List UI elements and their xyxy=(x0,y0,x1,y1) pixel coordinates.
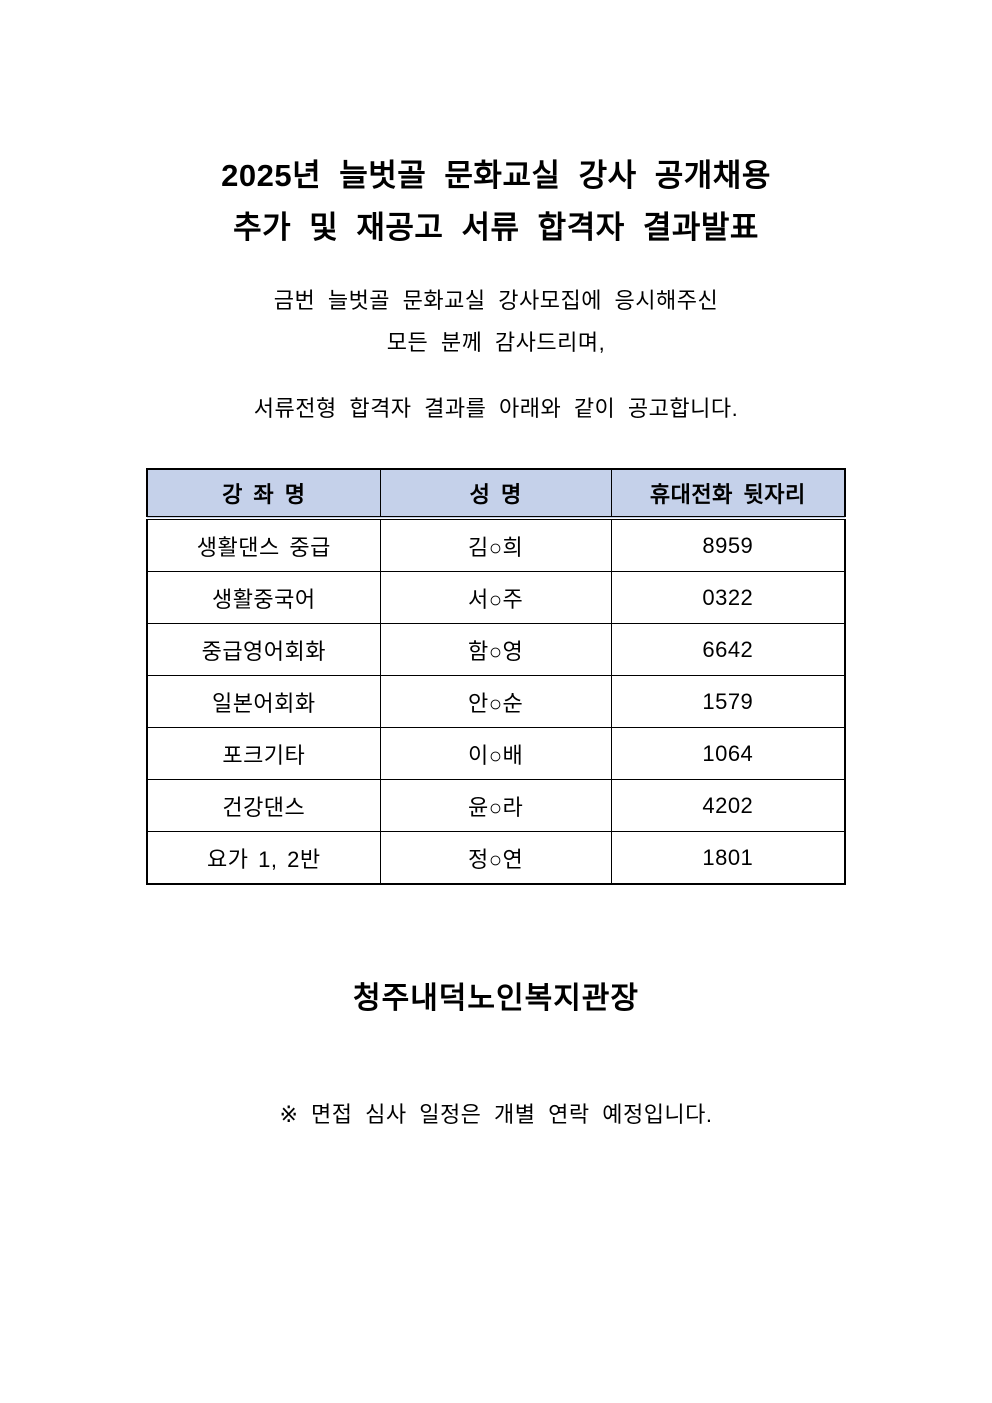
course-cell: 중급영어회화 xyxy=(146,623,381,676)
phone-cell: 8959 xyxy=(610,517,846,572)
table-row: 요가 1, 2반 정○연 1801 xyxy=(146,831,846,885)
course-cell: 일본어회화 xyxy=(146,675,381,728)
table-header-row: 강 좌 명 성 명 휴대전화 뒷자리 xyxy=(146,468,846,520)
table-row: 중급영어회화 함○영 6642 xyxy=(146,623,846,676)
intro-line-3: 서류전형 합격자 결과를 아래와 같이 공고합니다. xyxy=(253,396,739,421)
results-table: 강 좌 명 성 명 휴대전화 뒷자리 생활댄스 중급 김○희 8959 생활중국… xyxy=(146,468,846,885)
footnote-note: ※ 면접 심사 일정은 개별 연락 예정입니다. xyxy=(279,1102,713,1127)
table-row: 포크기타 이○배 1064 xyxy=(146,727,846,780)
column-header-phone: 휴대전화 뒷자리 xyxy=(610,468,846,520)
phone-cell: 1064 xyxy=(610,727,846,780)
intro-line-2: 모든 분께 감사드리며, xyxy=(386,330,606,355)
name-cell: 서○주 xyxy=(379,571,612,624)
phone-cell: 0322 xyxy=(610,571,846,624)
phone-cell: 4202 xyxy=(610,779,846,832)
phone-cell: 1579 xyxy=(610,675,846,728)
phone-cell: 1801 xyxy=(610,831,846,885)
issuer-signature: 청주내덕노인복지관장 xyxy=(353,982,639,1015)
column-header-name: 성 명 xyxy=(379,468,612,520)
name-cell: 윤○라 xyxy=(379,779,612,832)
course-cell: 포크기타 xyxy=(146,727,381,780)
column-header-course: 강 좌 명 xyxy=(146,468,381,520)
name-cell: 김○희 xyxy=(379,517,612,572)
title-line-1: 2025년 늘벗골 문화교실 강사 공개채용 xyxy=(221,158,771,193)
name-cell: 이○배 xyxy=(379,727,612,780)
course-cell: 생활댄스 중급 xyxy=(146,517,381,572)
course-cell: 생활중국어 xyxy=(146,571,381,624)
phone-cell: 6642 xyxy=(610,623,846,676)
name-cell: 안○순 xyxy=(379,675,612,728)
intro-line-1: 금번 늘벗골 문화교실 강사모집에 응시해주신 xyxy=(273,288,719,313)
document-title: 2025년 늘벗골 문화교실 강사 공개채용 추가 및 재공고 서류 합격자 결… xyxy=(0,0,992,254)
table-row: 생활중국어 서○주 0322 xyxy=(146,571,846,624)
intro-paragraph: 금번 늘벗골 문화교실 강사모집에 응시해주신 모든 분께 감사드리며, 서류전… xyxy=(0,280,992,430)
table-row: 건강댄스 윤○라 4202 xyxy=(146,779,846,832)
name-cell: 함○영 xyxy=(379,623,612,676)
course-cell: 요가 1, 2반 xyxy=(146,831,381,885)
table-row: 일본어회화 안○순 1579 xyxy=(146,675,846,728)
title-line-2: 추가 및 재공고 서류 합격자 결과발표 xyxy=(233,210,759,245)
course-cell: 건강댄스 xyxy=(146,779,381,832)
name-cell: 정○연 xyxy=(379,831,612,885)
table-row: 생활댄스 중급 김○희 8959 xyxy=(146,517,846,572)
